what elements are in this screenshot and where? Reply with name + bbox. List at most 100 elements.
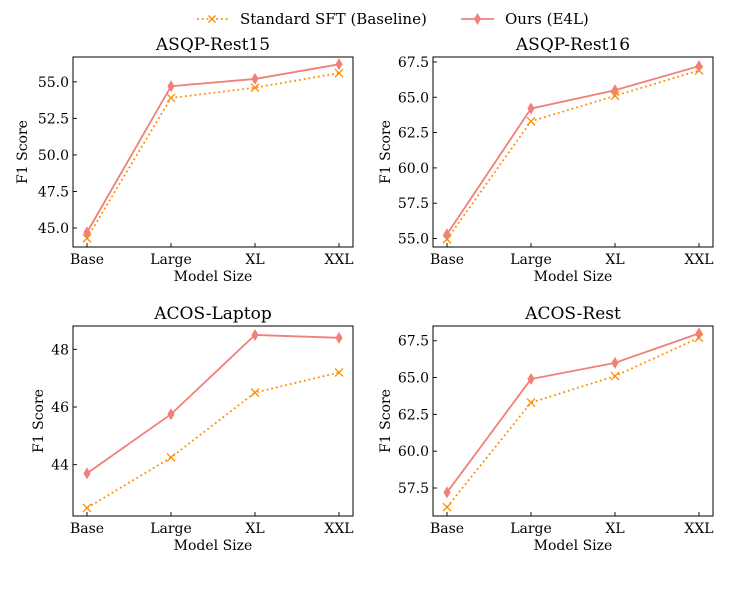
x-axis-label: Model Size — [534, 269, 613, 285]
x-tick-label: Base — [70, 521, 104, 537]
ours-line — [446, 332, 700, 493]
y-tick-label: 62.5 — [398, 407, 429, 423]
x-marker — [526, 398, 536, 408]
ours-point — [527, 102, 535, 115]
x-marker — [442, 502, 452, 512]
ours-point — [443, 228, 451, 241]
ours-line — [446, 65, 700, 235]
y-tick-label: 45.0 — [38, 221, 69, 237]
subplot-title: ASQP-Rest16 — [515, 35, 630, 55]
y-tick-label: 60.0 — [398, 161, 429, 177]
baseline-point — [442, 502, 452, 512]
x-tick-label: Base — [70, 252, 104, 268]
ours-point — [695, 60, 703, 73]
x-tick-label: XL — [245, 521, 264, 537]
baseline-point — [334, 68, 344, 78]
x-axis-label: Model Size — [174, 538, 253, 554]
legend: Standard SFT (Baseline) Ours (E4L) — [197, 10, 589, 28]
axes-frame — [432, 56, 714, 248]
y-axis-label: F1 Score — [15, 120, 31, 184]
ours-point — [251, 328, 259, 341]
baseline-point — [82, 503, 92, 513]
y-tick-label: 60.0 — [398, 444, 429, 460]
axes-frame — [72, 56, 354, 248]
ours-point — [611, 356, 619, 369]
subplot-title: ACOS-Laptop — [153, 304, 272, 324]
legend-baseline-marker-x-icon — [208, 15, 216, 23]
y-tick-label: 62.5 — [398, 126, 429, 142]
baseline-point — [526, 116, 536, 126]
subplot-3: ACOS-Laptop 44 46 48 Base Large XL XXL Model Siz… — [31, 304, 354, 554]
baseline-point — [166, 93, 176, 103]
y-tick-label: 55.0 — [398, 232, 429, 248]
x-tick-label: Large — [510, 521, 552, 537]
y-tick-label: 65.0 — [398, 371, 429, 387]
baseline-point — [334, 367, 344, 377]
x-marker — [610, 371, 620, 381]
x-axis-label: Model Size — [174, 269, 253, 285]
ours-point — [695, 327, 703, 340]
x-tick-label: XL — [245, 252, 264, 268]
baseline-line — [446, 69, 700, 240]
x-marker — [526, 116, 536, 126]
y-tick-label: 57.5 — [398, 196, 429, 212]
baseline-line — [446, 336, 700, 508]
ours-point — [167, 80, 175, 93]
ours-point — [167, 408, 175, 421]
baseline-line — [86, 72, 340, 239]
ours-line — [86, 63, 340, 233]
y-tick-label: 50.0 — [38, 148, 69, 164]
x-marker — [82, 503, 92, 513]
subplot-2: ASQP-Rest16 55.0 57.5 60.0 62.5 65.0 67.5 Base L… — [378, 35, 714, 285]
y-tick-label: 57.5 — [398, 481, 429, 497]
y-tick-label: 52.5 — [38, 111, 69, 127]
y-tick-label: 46 — [51, 400, 69, 416]
x-tick-label: XXL — [684, 252, 713, 268]
ours-point — [335, 331, 343, 344]
y-tick-label: 48 — [51, 342, 69, 358]
x-marker — [334, 68, 344, 78]
y-tick-label: 67.5 — [398, 55, 429, 71]
x-marker — [334, 367, 344, 377]
x-marker — [166, 453, 176, 462]
x-tick-label: XXL — [324, 521, 353, 537]
ours-point — [83, 467, 91, 480]
subplot-title: ASQP-Rest15 — [155, 35, 270, 55]
y-tick-label: 55.0 — [38, 75, 69, 91]
x-tick-label: XXL — [684, 521, 713, 537]
y-axis-label: F1 Score — [378, 389, 394, 453]
y-tick-label: 44 — [51, 458, 69, 474]
y-axis-label: F1 Score — [378, 120, 394, 184]
subplot-4: ACOS-Rest 57.5 60.0 62.5 65.0 67.5 Base Large XL… — [378, 304, 714, 554]
legend-ours-label: Ours (E4L) — [505, 10, 589, 28]
x-tick-label: Base — [430, 521, 464, 537]
x-marker — [250, 83, 260, 93]
baseline-point — [250, 388, 260, 398]
ours-point — [443, 486, 451, 499]
x-marker — [166, 93, 176, 103]
axes-frame — [72, 325, 354, 517]
ours-point — [611, 84, 619, 97]
y-tick-label: 65.0 — [398, 90, 429, 106]
y-tick-label: 47.5 — [38, 184, 69, 200]
legend-baseline-label: Standard SFT (Baseline) — [240, 10, 427, 28]
x-tick-label: XL — [605, 252, 624, 268]
baseline-point — [166, 453, 176, 462]
baseline-point — [610, 371, 620, 381]
baseline-line — [86, 371, 340, 509]
x-tick-label: Base — [430, 252, 464, 268]
ours-point — [83, 226, 91, 239]
ours-line — [86, 334, 340, 475]
subplot-1: ASQP-Rest15 45.0 47.5 50.0 52.5 55.0 Base Large… — [15, 35, 354, 285]
x-tick-label: Large — [150, 252, 192, 268]
ours-point — [527, 373, 535, 386]
axes-frame — [432, 325, 714, 517]
subplot-title: ACOS-Rest — [524, 304, 621, 324]
x-axis-label: Model Size — [534, 538, 613, 554]
baseline-point — [526, 398, 536, 408]
x-tick-label: Large — [150, 521, 192, 537]
x-tick-label: XL — [605, 521, 624, 537]
ours-point — [335, 58, 343, 71]
ours-point — [251, 72, 259, 85]
